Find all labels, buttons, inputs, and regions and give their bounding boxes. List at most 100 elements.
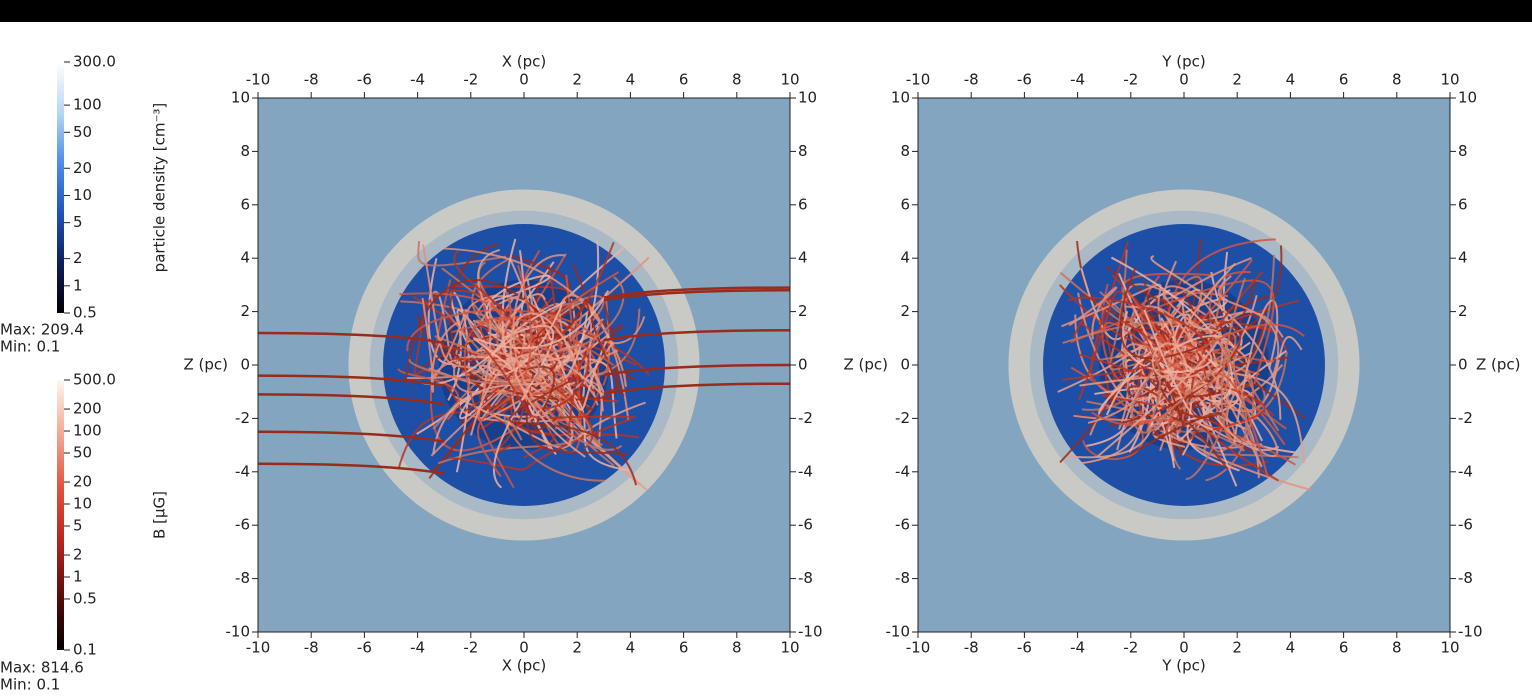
y-tick-label: -6 bbox=[235, 516, 250, 534]
y-tick-label: 6 bbox=[798, 195, 808, 213]
y-tick-label: 8 bbox=[798, 142, 808, 160]
y-tick-label: 4 bbox=[1458, 249, 1468, 267]
x-axis-title: X (pc) bbox=[502, 657, 547, 675]
y-tick-label: 10 bbox=[231, 89, 250, 107]
y-tick-label: 4 bbox=[798, 249, 808, 267]
y-tick-label: 2 bbox=[1458, 302, 1468, 320]
x-tick-label: -2 bbox=[1123, 639, 1138, 657]
x-tick-label: 0 bbox=[1179, 71, 1189, 89]
y-axis-title: Z (pc) bbox=[843, 356, 888, 374]
plot-area bbox=[258, 98, 790, 632]
x-tick-label: 4 bbox=[626, 71, 636, 89]
colorbar bbox=[57, 380, 64, 650]
x-tick-label: 8 bbox=[1392, 639, 1402, 657]
y-tick-label: -2 bbox=[235, 409, 250, 427]
y-tick-label: -10 bbox=[1458, 623, 1483, 641]
y-tick-label: -10 bbox=[886, 623, 911, 641]
y-tick-label: -8 bbox=[895, 569, 910, 587]
colorbar-tick-label: 20 bbox=[73, 473, 92, 491]
y-tick-label: 0 bbox=[1458, 356, 1468, 374]
y-tick-label: 8 bbox=[900, 142, 910, 160]
colorbar-tick-label: 10 bbox=[73, 495, 92, 513]
x-tick-label: -10 bbox=[246, 71, 271, 89]
x-tick-label: -6 bbox=[1017, 71, 1032, 89]
y-tick-label: 10 bbox=[798, 89, 817, 107]
colorbar-tick-label: 0.5 bbox=[73, 304, 97, 322]
y-tick-label: 8 bbox=[240, 142, 250, 160]
x-axis-title: Y (pc) bbox=[1161, 657, 1205, 675]
y-tick-label: 0 bbox=[900, 356, 910, 374]
y-tick-label: -6 bbox=[895, 516, 910, 534]
x-tick-label: 4 bbox=[1286, 71, 1296, 89]
x-tick-label: -4 bbox=[1070, 639, 1085, 657]
x-tick-label: 8 bbox=[732, 71, 742, 89]
y-tick-label: 0 bbox=[240, 356, 250, 374]
y-tick-label: 8 bbox=[1458, 142, 1468, 160]
x-tick-label: 4 bbox=[1286, 639, 1296, 657]
y-tick-label: 2 bbox=[798, 302, 808, 320]
colorbar-tick-label: 2 bbox=[73, 546, 83, 564]
colorbar-max: Max: 814.6 bbox=[0, 659, 84, 677]
x-tick-label: 2 bbox=[1232, 71, 1242, 89]
x-tick-label: 10 bbox=[1440, 71, 1459, 89]
y-axis-title: Z (pc) bbox=[183, 356, 228, 374]
figure: 300.01005020105210.5particle density [cm… bbox=[0, 0, 1532, 698]
y-tick-label: 6 bbox=[240, 195, 250, 213]
colorbar bbox=[57, 62, 64, 313]
x-tick-label: 8 bbox=[1392, 71, 1402, 89]
y-tick-label: -4 bbox=[235, 462, 250, 480]
x-tick-label: 10 bbox=[780, 71, 799, 89]
colorbar-tick-label: 500.0 bbox=[73, 371, 116, 389]
x-tick-label: -2 bbox=[1123, 71, 1138, 89]
x-tick-label: 6 bbox=[679, 71, 689, 89]
x-tick-label: -4 bbox=[410, 639, 425, 657]
x-tick-label: -8 bbox=[964, 71, 979, 89]
y-tick-label: -2 bbox=[1458, 409, 1473, 427]
x-tick-label: -2 bbox=[463, 71, 478, 89]
colorbar-tick-label: 100 bbox=[73, 96, 102, 114]
plot-area bbox=[918, 98, 1450, 632]
y-tick-label: -4 bbox=[895, 462, 910, 480]
y-tick-label: -8 bbox=[235, 569, 250, 587]
y-tick-label: -8 bbox=[798, 569, 813, 587]
colorbar-tick-label: 1 bbox=[73, 568, 83, 586]
x-tick-label: 0 bbox=[519, 639, 529, 657]
colorbar-tick-label: 2 bbox=[73, 249, 83, 267]
y-tick-label: -10 bbox=[798, 623, 823, 641]
y-tick-label: 10 bbox=[1458, 89, 1477, 107]
x-tick-label: -6 bbox=[357, 71, 372, 89]
colorbar-min: Min: 0.1 bbox=[0, 338, 60, 356]
x-tick-label: 6 bbox=[679, 639, 689, 657]
x-tick-label: 2 bbox=[1232, 639, 1242, 657]
x-tick-label: 0 bbox=[1179, 639, 1189, 657]
x-tick-label: -10 bbox=[246, 639, 271, 657]
colorbar-tick-label: 100 bbox=[73, 422, 102, 440]
y-tick-label: -4 bbox=[798, 462, 813, 480]
x-tick-label: -2 bbox=[463, 639, 478, 657]
y-tick-label: -6 bbox=[798, 516, 813, 534]
x-axis-title: X (pc) bbox=[502, 53, 547, 71]
y-tick-label: 4 bbox=[240, 249, 250, 267]
y-tick-label: -8 bbox=[1458, 569, 1473, 587]
x-tick-label: -8 bbox=[304, 71, 319, 89]
y-tick-label: 10 bbox=[891, 89, 910, 107]
x-tick-label: -6 bbox=[357, 639, 372, 657]
x-tick-label: 10 bbox=[780, 639, 799, 657]
y-tick-label: -10 bbox=[226, 623, 251, 641]
x-tick-label: 0 bbox=[519, 71, 529, 89]
colorbar-tick-label: 20 bbox=[73, 159, 92, 177]
colorbar-tick-label: 5 bbox=[73, 213, 83, 231]
y-tick-label: 6 bbox=[900, 195, 910, 213]
x-tick-label: 10 bbox=[1440, 639, 1459, 657]
x-tick-label: 4 bbox=[626, 639, 636, 657]
x-tick-label: -4 bbox=[410, 71, 425, 89]
x-tick-label: 2 bbox=[572, 71, 582, 89]
x-tick-label: -8 bbox=[964, 639, 979, 657]
y-tick-label: -6 bbox=[1458, 516, 1473, 534]
colorbar-tick-label: 300.0 bbox=[73, 53, 116, 71]
colorbar-tick-label: 1 bbox=[73, 276, 83, 294]
colorbar-tick-label: 10 bbox=[73, 186, 92, 204]
colorbar-tick-label: 5 bbox=[73, 516, 83, 534]
top-bar bbox=[0, 0, 1532, 22]
x-tick-label: -4 bbox=[1070, 71, 1085, 89]
